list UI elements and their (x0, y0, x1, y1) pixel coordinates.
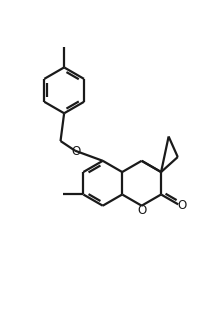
Text: O: O (72, 145, 81, 158)
Text: O: O (177, 199, 186, 212)
Text: O: O (137, 203, 146, 216)
